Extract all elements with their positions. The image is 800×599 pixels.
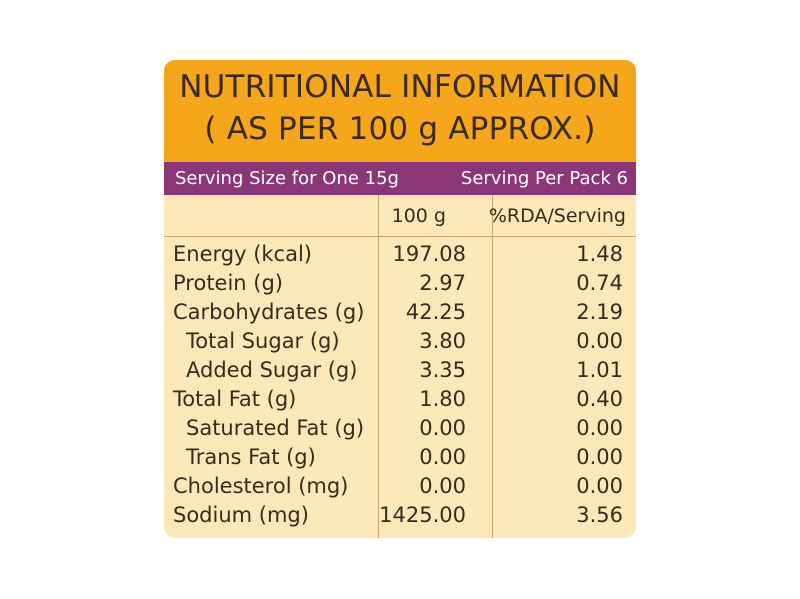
- column-divider-2: [492, 195, 493, 538]
- value-per-100g: 0.00: [419, 416, 466, 440]
- nutrient-name: Total Fat (g): [173, 387, 297, 411]
- table-row: Energy (kcal) 197.08 1.48: [164, 240, 636, 269]
- servings-per-pack-label: Serving Per Pack 6: [460, 168, 628, 189]
- nutrition-header: NUTRITIONAL INFORMATION ( AS PER 100 g A…: [164, 60, 636, 162]
- value-rda: 0.40: [576, 387, 623, 411]
- value-per-100g: 0.00: [419, 445, 466, 469]
- nutrient-name: Carbohydrates (g): [173, 300, 365, 324]
- table-row: Cholesterol (mg) 0.00 0.00: [164, 472, 636, 501]
- value-per-100g: 2.97: [419, 271, 466, 295]
- serving-band: Serving Size for One 15g Serving Per Pac…: [164, 162, 636, 195]
- nutrient-name: Total Sugar (g): [186, 329, 340, 353]
- value-rda: 3.56: [576, 503, 623, 527]
- nutrient-name: Trans Fat (g): [186, 445, 316, 469]
- value-per-100g: 3.80: [419, 329, 466, 353]
- value-rda: 1.01: [576, 358, 623, 382]
- value-per-100g: 3.35: [419, 358, 466, 382]
- nutrition-panel: NUTRITIONAL INFORMATION ( AS PER 100 g A…: [164, 60, 636, 538]
- header-row-divider: [164, 236, 636, 237]
- table-row: Total Sugar (g) 3.80 0.00: [164, 327, 636, 356]
- table-row: Saturated Fat (g) 0.00 0.00: [164, 414, 636, 443]
- column-header-rda: %RDA/Serving: [488, 205, 626, 227]
- value-rda: 0.00: [576, 445, 623, 469]
- title-line-1: NUTRITIONAL INFORMATION: [179, 69, 621, 105]
- column-divider-1: [378, 195, 379, 538]
- nutrient-name: Added Sugar (g): [186, 358, 358, 382]
- table-row: Carbohydrates (g) 42.25 2.19: [164, 298, 636, 327]
- value-per-100g: 1425.00: [379, 503, 466, 527]
- serving-size-label: Serving Size for One 15g: [175, 168, 399, 189]
- table-row: Protein (g) 2.97 0.74: [164, 269, 636, 298]
- value-rda: 0.74: [576, 271, 623, 295]
- value-per-100g: 1.80: [419, 387, 466, 411]
- column-header-per-100g: 100 g: [391, 205, 446, 227]
- nutrient-name: Protein (g): [173, 271, 284, 295]
- value-rda: 2.19: [576, 300, 623, 324]
- table-row: Sodium (mg) 1425.00 3.56: [164, 501, 636, 530]
- value-rda: 0.00: [576, 416, 623, 440]
- nutrient-name: Sodium (mg): [173, 503, 309, 527]
- value-rda: 0.00: [576, 474, 623, 498]
- nutrient-name: Cholesterol (mg): [173, 474, 349, 498]
- value-rda: 0.00: [576, 329, 623, 353]
- table-row: Trans Fat (g) 0.00 0.00: [164, 443, 636, 472]
- table-row: Added Sugar (g) 3.35 1.01: [164, 356, 636, 385]
- value-per-100g: 42.25: [405, 300, 466, 324]
- table-row: Total Fat (g) 1.80 0.40: [164, 385, 636, 414]
- nutrient-name: Saturated Fat (g): [186, 416, 365, 440]
- value-per-100g: 197.08: [392, 242, 466, 266]
- value-per-100g: 0.00: [419, 474, 466, 498]
- value-rda: 1.48: [576, 242, 623, 266]
- title-line-2: ( AS PER 100 g APPROX.): [204, 111, 596, 147]
- nutrient-name: Energy (kcal): [173, 242, 312, 266]
